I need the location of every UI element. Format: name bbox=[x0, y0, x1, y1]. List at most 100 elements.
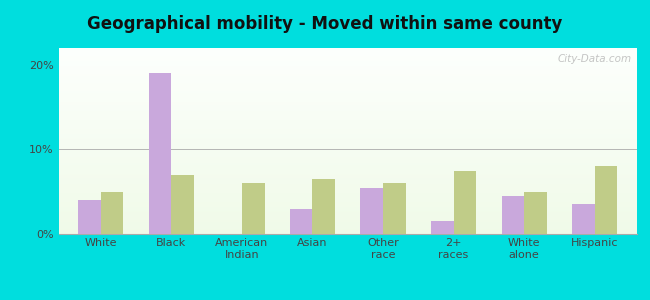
Bar bbox=[58, 185, 637, 186]
Bar bbox=[58, 200, 637, 202]
Bar bbox=[58, 91, 637, 92]
Bar bbox=[58, 59, 637, 60]
Bar bbox=[58, 97, 637, 98]
Bar bbox=[58, 163, 637, 164]
Bar bbox=[502, 196, 524, 234]
Bar bbox=[58, 133, 637, 134]
Bar bbox=[58, 48, 637, 49]
Bar bbox=[58, 153, 637, 154]
Bar bbox=[58, 51, 637, 52]
Text: Geographical mobility - Moved within same county: Geographical mobility - Moved within sam… bbox=[87, 15, 563, 33]
Bar bbox=[58, 65, 637, 66]
Bar bbox=[58, 63, 637, 64]
Bar bbox=[58, 114, 637, 115]
Bar bbox=[58, 122, 637, 123]
Bar bbox=[58, 169, 637, 170]
Bar bbox=[58, 124, 637, 125]
Bar bbox=[58, 148, 637, 149]
Bar bbox=[58, 166, 637, 167]
Bar bbox=[58, 202, 637, 203]
Bar bbox=[58, 154, 637, 155]
Bar bbox=[58, 71, 637, 72]
Bar bbox=[58, 128, 637, 129]
Bar bbox=[58, 136, 637, 137]
Bar bbox=[58, 213, 637, 214]
Bar bbox=[58, 90, 637, 91]
Bar bbox=[58, 117, 637, 118]
Bar bbox=[290, 208, 313, 234]
Bar bbox=[58, 210, 637, 211]
Bar bbox=[58, 57, 637, 58]
Bar bbox=[58, 231, 637, 232]
Bar bbox=[58, 199, 637, 200]
Bar bbox=[58, 103, 637, 104]
Bar bbox=[58, 49, 637, 50]
Bar bbox=[58, 132, 637, 133]
Bar bbox=[58, 130, 637, 131]
Bar bbox=[58, 87, 637, 88]
Bar bbox=[58, 60, 637, 61]
Bar bbox=[58, 232, 637, 233]
Bar bbox=[58, 66, 637, 67]
Bar bbox=[58, 204, 637, 205]
Bar bbox=[58, 194, 637, 195]
Bar bbox=[58, 177, 637, 178]
Bar bbox=[58, 138, 637, 139]
Bar bbox=[58, 152, 637, 153]
Bar bbox=[58, 106, 637, 107]
Bar bbox=[58, 50, 637, 51]
Bar bbox=[58, 216, 637, 217]
Bar bbox=[58, 70, 637, 71]
Bar bbox=[58, 224, 637, 225]
Bar bbox=[58, 186, 637, 187]
Bar bbox=[58, 107, 637, 108]
Bar bbox=[58, 110, 637, 111]
Bar bbox=[58, 150, 637, 151]
Bar bbox=[58, 135, 637, 136]
Bar bbox=[58, 211, 637, 212]
Text: City-Data.com: City-Data.com bbox=[557, 54, 631, 64]
Bar bbox=[58, 209, 637, 210]
Bar bbox=[58, 143, 637, 144]
Bar bbox=[58, 100, 637, 101]
Bar bbox=[58, 226, 637, 227]
Bar bbox=[58, 212, 637, 213]
Bar bbox=[58, 140, 637, 141]
Bar bbox=[58, 176, 637, 177]
Bar bbox=[58, 58, 637, 59]
Bar bbox=[58, 171, 637, 172]
Bar bbox=[58, 156, 637, 157]
Bar bbox=[58, 183, 637, 184]
Bar bbox=[58, 146, 637, 147]
Bar bbox=[58, 82, 637, 83]
Bar bbox=[58, 215, 637, 216]
Bar bbox=[58, 95, 637, 96]
Bar bbox=[58, 222, 637, 223]
Bar bbox=[58, 168, 637, 169]
Bar bbox=[58, 134, 637, 135]
Bar bbox=[78, 200, 101, 234]
Bar bbox=[58, 79, 637, 80]
Bar bbox=[242, 183, 265, 234]
Bar bbox=[58, 159, 637, 160]
Bar bbox=[595, 167, 618, 234]
Bar bbox=[58, 92, 637, 93]
Bar bbox=[58, 208, 637, 209]
Bar bbox=[58, 96, 637, 97]
Bar bbox=[383, 183, 406, 234]
Bar bbox=[58, 55, 637, 56]
Bar bbox=[58, 206, 637, 207]
Bar bbox=[58, 144, 637, 145]
Bar bbox=[58, 113, 637, 114]
Bar bbox=[58, 68, 637, 69]
Bar bbox=[58, 93, 637, 94]
Bar bbox=[58, 151, 637, 152]
Bar bbox=[58, 161, 637, 162]
Bar bbox=[58, 120, 637, 121]
Bar bbox=[58, 173, 637, 175]
Bar bbox=[58, 218, 637, 219]
Bar bbox=[58, 98, 637, 99]
Bar bbox=[58, 175, 637, 176]
Bar bbox=[101, 192, 124, 234]
Bar bbox=[58, 160, 637, 161]
